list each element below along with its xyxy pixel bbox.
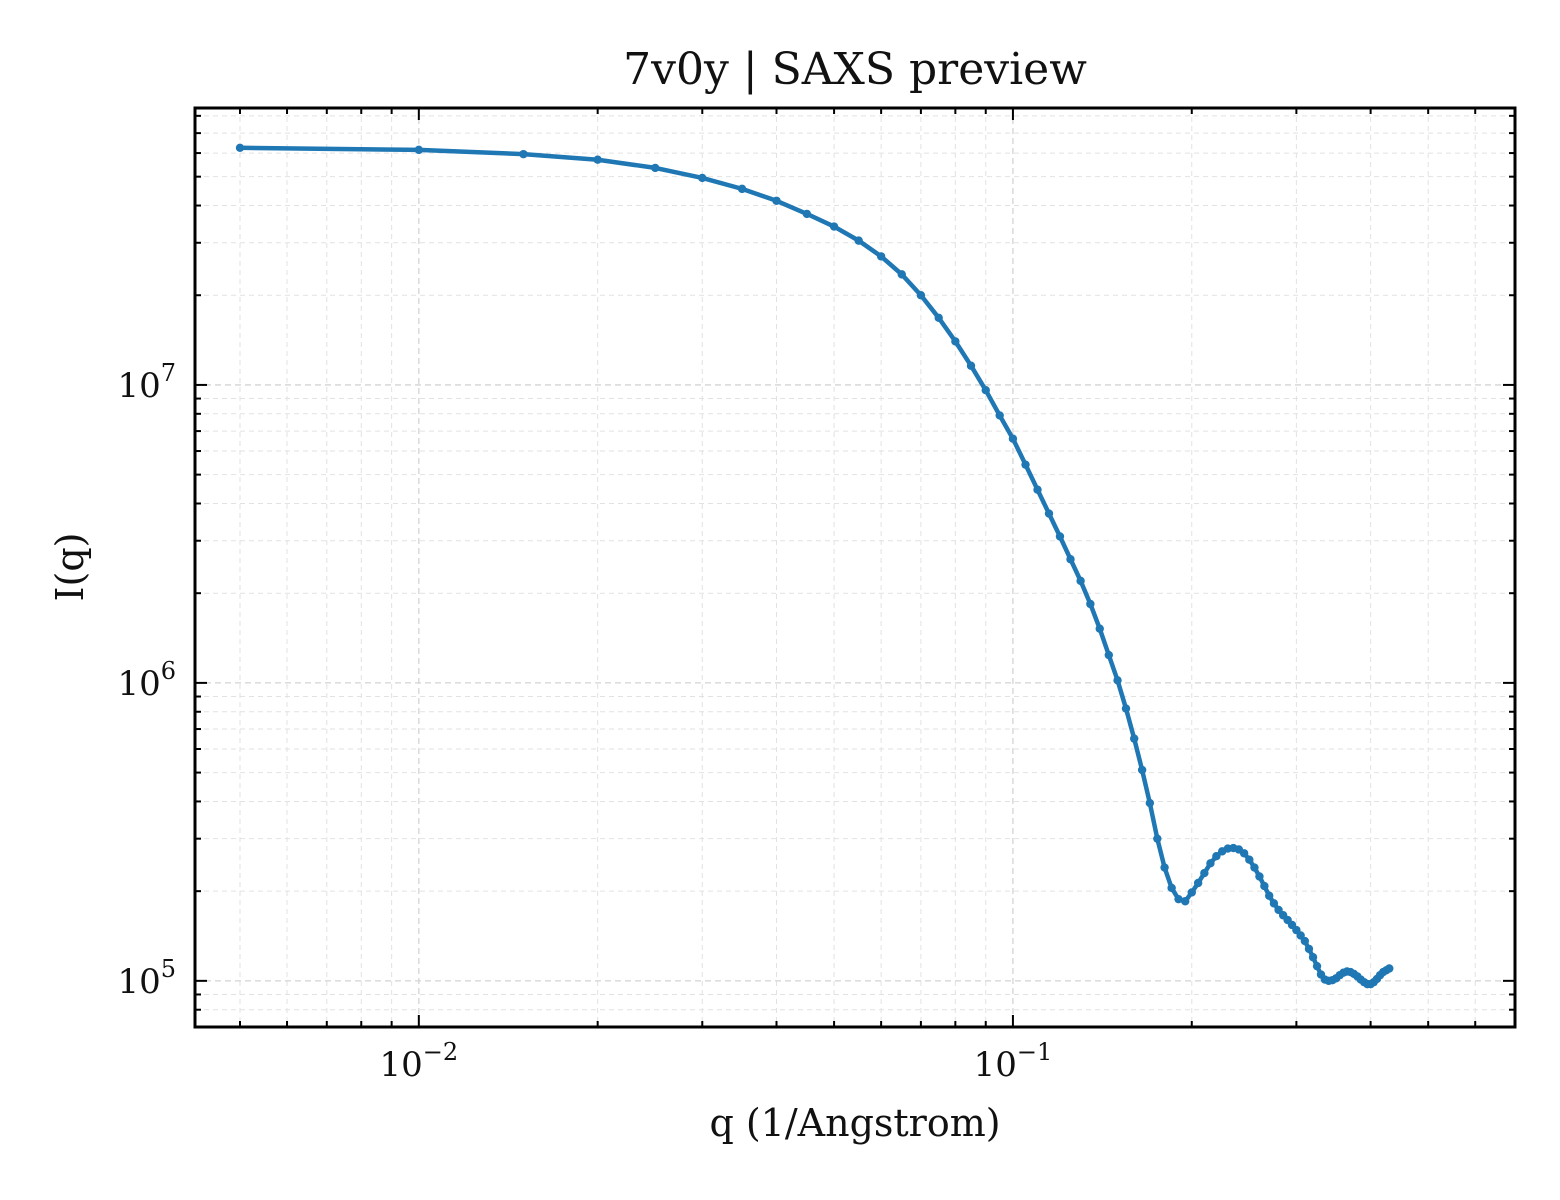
data-point	[802, 209, 812, 219]
data-point	[1308, 953, 1318, 962]
data-point	[1239, 849, 1249, 858]
data-point	[829, 222, 839, 231]
data-point	[1044, 509, 1054, 518]
y-tick-label: 106	[117, 657, 176, 704]
data-point	[772, 196, 781, 205]
data-point	[876, 252, 886, 261]
data-point	[1153, 834, 1162, 843]
x-tick-label: 10−1	[974, 1038, 1053, 1085]
data-point	[1095, 624, 1104, 633]
x-tick-label: 10−2	[379, 1038, 458, 1085]
data-point	[1086, 599, 1095, 609]
data-point	[1167, 883, 1176, 893]
data-point	[1200, 868, 1209, 878]
data-point	[1008, 434, 1018, 443]
data-point	[1250, 863, 1259, 872]
data-point	[1160, 863, 1169, 872]
x-axis-label: q (1/Angstrom)	[709, 1101, 1000, 1145]
data-point	[1055, 532, 1065, 541]
data-point	[1255, 872, 1264, 881]
data-point	[1245, 855, 1254, 864]
data-point	[1265, 891, 1274, 900]
data-point	[1187, 888, 1196, 897]
data-point	[593, 155, 602, 164]
data-point	[651, 163, 660, 173]
data-point	[1130, 734, 1139, 743]
data-point	[1312, 961, 1322, 971]
data-point	[519, 149, 528, 159]
data-point	[1121, 704, 1131, 713]
data-point	[1066, 555, 1075, 564]
data-point	[737, 184, 747, 194]
y-tick-label: 107	[117, 359, 176, 406]
data-point	[981, 386, 990, 395]
data-point	[897, 270, 906, 279]
series-layer	[235, 143, 1394, 989]
data-point	[1181, 897, 1190, 906]
data-point	[1193, 878, 1203, 888]
data-point	[1304, 944, 1314, 954]
axis-ticks	[195, 108, 1515, 1028]
data-point	[1021, 460, 1030, 469]
data-point	[1104, 650, 1114, 660]
data-point	[1212, 852, 1221, 861]
data-point	[1260, 881, 1269, 891]
data-point	[1300, 936, 1310, 946]
y-tick-label: 105	[117, 955, 176, 1002]
grid-lines	[195, 108, 1515, 1028]
data-point	[1137, 765, 1147, 775]
y-axis-label: I(q)	[48, 533, 92, 602]
data-point	[1033, 485, 1042, 494]
data-point	[934, 313, 943, 322]
data-point	[1174, 894, 1183, 904]
data-point	[1076, 576, 1085, 586]
data-point	[1269, 899, 1279, 908]
data-point	[854, 236, 863, 245]
data-point	[1385, 964, 1394, 973]
data-point	[235, 143, 245, 152]
data-point	[966, 361, 976, 370]
data-point	[951, 337, 960, 346]
chart-title: 7v0y | SAXS preview	[623, 44, 1087, 95]
data-point	[1113, 676, 1122, 685]
data-point	[1145, 798, 1155, 808]
data-point	[1206, 859, 1215, 868]
data-point	[916, 291, 926, 300]
data-point	[414, 145, 424, 155]
data-point	[995, 411, 1004, 420]
plot-frame	[193, 106, 1517, 1029]
tick-labels: 10−2 10−1 105 106 107	[117, 359, 1052, 1085]
data-point	[698, 173, 707, 183]
